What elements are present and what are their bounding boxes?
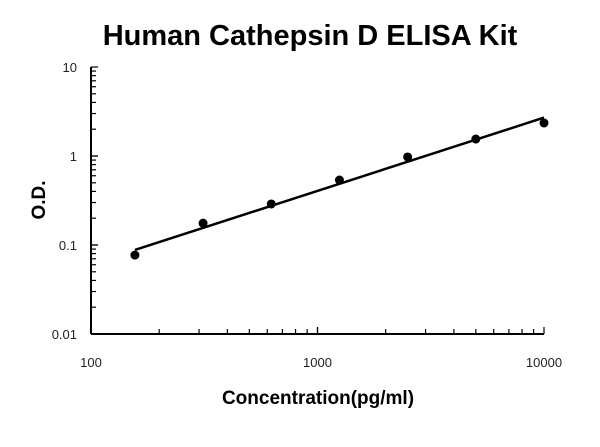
data-point [266, 199, 276, 209]
x-tick-label: 10000 [526, 355, 562, 370]
chart-title: Human Cathepsin D ELISA Kit [102, 20, 518, 52]
y-tick-label: 1 [70, 149, 77, 164]
data-point [130, 250, 140, 260]
data-point [403, 152, 413, 162]
data-point [471, 134, 481, 144]
data-point [198, 218, 208, 228]
x-axis-title: Concentration(pg/ml) [222, 388, 414, 409]
y-axis-title: O.D. [29, 180, 50, 219]
axes: 0.01 0.1 1 10 100 1000 10000 [52, 60, 562, 370]
y-tick-label: 10 [63, 60, 77, 75]
data-point [539, 118, 549, 128]
y-tick-label: 0.01 [52, 327, 77, 342]
y-tick-label: 0.1 [59, 238, 77, 253]
x-tick-label: 1000 [303, 355, 332, 370]
x-tick-label: 100 [80, 355, 102, 370]
data-points [130, 118, 549, 260]
data-point [334, 175, 344, 185]
